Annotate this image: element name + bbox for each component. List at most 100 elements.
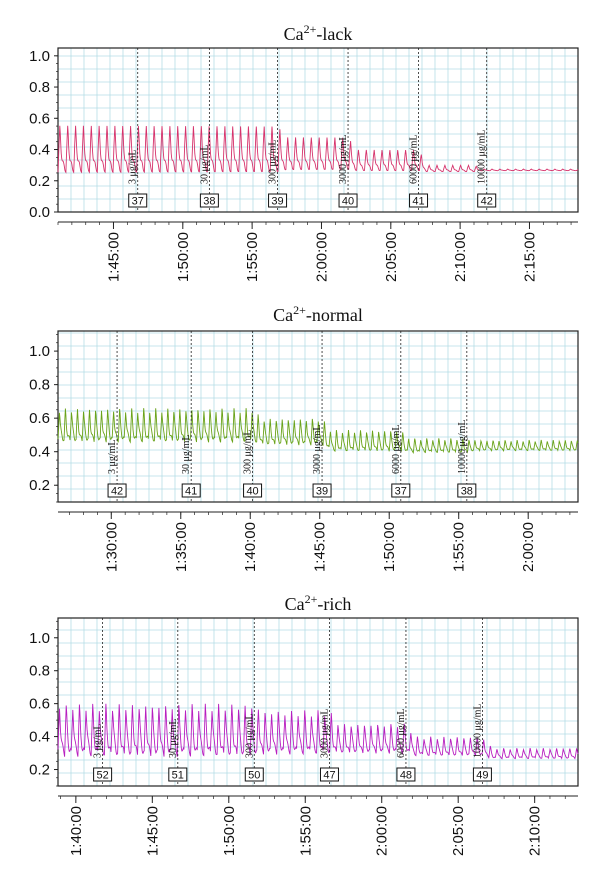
dose-box: [312, 483, 332, 498]
dose-label: 30 μg/mL: [181, 434, 192, 474]
y-tick-label: 1.0: [29, 630, 50, 647]
dose-box-number: 39: [316, 486, 328, 498]
dose-box-number: 50: [248, 770, 260, 782]
dose-box-number: 38: [203, 196, 215, 208]
trace-line: [57, 703, 579, 760]
dose-box: [244, 767, 264, 782]
trace-line: [57, 408, 579, 454]
x-tick-label: 1:55:00: [244, 232, 261, 282]
dose-box-number: 52: [96, 770, 108, 782]
grid: [57, 48, 579, 213]
x-tick-label: 2:15:00: [521, 232, 538, 282]
dose-label: 30 μg/mL: [199, 144, 210, 184]
dose-label: 300 μg/mL: [244, 713, 255, 758]
dose-box: [391, 483, 411, 498]
dose-box: [199, 193, 219, 208]
dose-box: [128, 193, 148, 208]
x-tick-label: 1:45:00: [105, 232, 122, 282]
grid: [57, 618, 579, 787]
axes-frame: [57, 617, 579, 787]
axes-frame: [57, 47, 579, 213]
y-tick-label: 0.2: [29, 173, 50, 190]
x-tick-label: 2:05:00: [450, 806, 467, 856]
dose-box-number: 47: [323, 770, 335, 782]
dose-label: 300 μg/mL: [268, 139, 279, 184]
dose-box: [477, 193, 497, 208]
dose-box-number: 40: [246, 486, 258, 498]
dose-box-number: 40: [342, 196, 354, 208]
dose-label: 3000 μg/mL: [312, 424, 323, 474]
dose-box: [168, 767, 188, 782]
dose-label: 300 μg/mL: [243, 429, 254, 474]
y-tick-label: 0.6: [29, 696, 50, 713]
dose-label: 10000 μg/mL: [477, 129, 488, 184]
x-tick-label: 2:10:00: [452, 232, 469, 282]
y-tick-label: 0.2: [29, 477, 50, 494]
x-tick-label: 1:45:00: [312, 522, 329, 572]
x-tick-label: 1:50:00: [381, 522, 398, 572]
dose-box-number: 49: [476, 770, 488, 782]
x-tick-label: 2:00:00: [520, 522, 537, 572]
panel-1: Ca2+-lack 1.0 0.8 0.6 0.4 0.2 0.0 1:45:00 1:50:0…: [29, 22, 579, 282]
dose-box: [409, 193, 429, 208]
dose-label: 3 μg/mL: [93, 723, 104, 758]
dose-box: [396, 767, 416, 782]
dose-box-number: 38: [461, 486, 473, 498]
dose-box-number: 42: [481, 196, 493, 208]
dose-box: [338, 193, 358, 208]
dose-box: [107, 483, 127, 498]
x-tick-label: 1:55:00: [297, 806, 314, 856]
x-tick-label: 1:30:00: [103, 522, 120, 572]
panel-2: Ca2+-normal 1.0 0.8 0.6 0.4 0.2 1:30:00 1:35:00…: [29, 303, 579, 572]
x-tick-label: 1:55:00: [451, 522, 468, 572]
x-tick-label: 1:50:00: [175, 232, 192, 282]
panel-3: Ca2+-rich 1.0 0.8 0.6 0.4 0.2 1:40:00 1:45:00 1:…: [29, 592, 579, 856]
x-tick-label: 1:40:00: [68, 806, 85, 856]
dose-label: 3000 μg/mL: [319, 708, 330, 758]
dose-box: [457, 483, 477, 498]
dose-label: 10000 μg/mL: [457, 419, 468, 474]
dose-box: [472, 767, 492, 782]
y-tick-label: 0.8: [29, 377, 50, 394]
dose-label: 3000 μg/mL: [338, 134, 349, 184]
x-tick-label: 2:10:00: [527, 806, 544, 856]
x-tick-label: 1:40:00: [242, 522, 259, 572]
y-tick-label: 0.6: [29, 110, 50, 127]
dose-box-number: 39: [271, 196, 283, 208]
dose-box-number: 48: [400, 770, 412, 782]
y-tick-label: 0.8: [29, 79, 50, 96]
dose-label: 3 μg/mL: [107, 439, 118, 474]
x-tick-label: 1:50:00: [221, 806, 238, 856]
panel-title: Ca2+-lack: [284, 22, 353, 44]
x-tick-label: 1:35:00: [173, 522, 190, 572]
panel-title: Ca2+-rich: [285, 592, 352, 614]
dose-box: [93, 767, 113, 782]
dose-box-number: 37: [395, 486, 407, 498]
dose-box-number: 41: [412, 196, 424, 208]
dose-label: 30 μg/mL: [168, 718, 179, 758]
y-tick-label: 0.4: [29, 444, 50, 461]
dose-box-number: 37: [132, 196, 144, 208]
grid: [57, 331, 579, 503]
trace-line: [57, 125, 579, 174]
y-tick-label: 0.6: [29, 410, 50, 427]
axes-frame: [57, 330, 579, 503]
dose-label: 6000 μg/mL: [391, 424, 402, 474]
y-tick-label: 0.8: [29, 663, 50, 680]
dose-box: [181, 483, 201, 498]
y-tick-label: 1.0: [29, 48, 50, 65]
x-tick-label: 2:00:00: [313, 232, 330, 282]
dose-box: [243, 483, 263, 498]
dose-box: [319, 767, 339, 782]
y-tick-label: 0.2: [29, 762, 50, 779]
dose-label: 6000 μg/mL: [396, 708, 407, 758]
y-tick-label: 0.4: [29, 142, 50, 159]
dose-label: 10000 μg/mL: [472, 703, 483, 758]
dose-box: [268, 193, 288, 208]
y-tick-label: 1.0: [29, 343, 50, 360]
y-tick-label: 0.0: [29, 204, 50, 221]
x-tick-label: 2:05:00: [383, 232, 400, 282]
y-tick-label: 0.4: [29, 729, 50, 746]
x-tick-label: 2:00:00: [374, 806, 391, 856]
